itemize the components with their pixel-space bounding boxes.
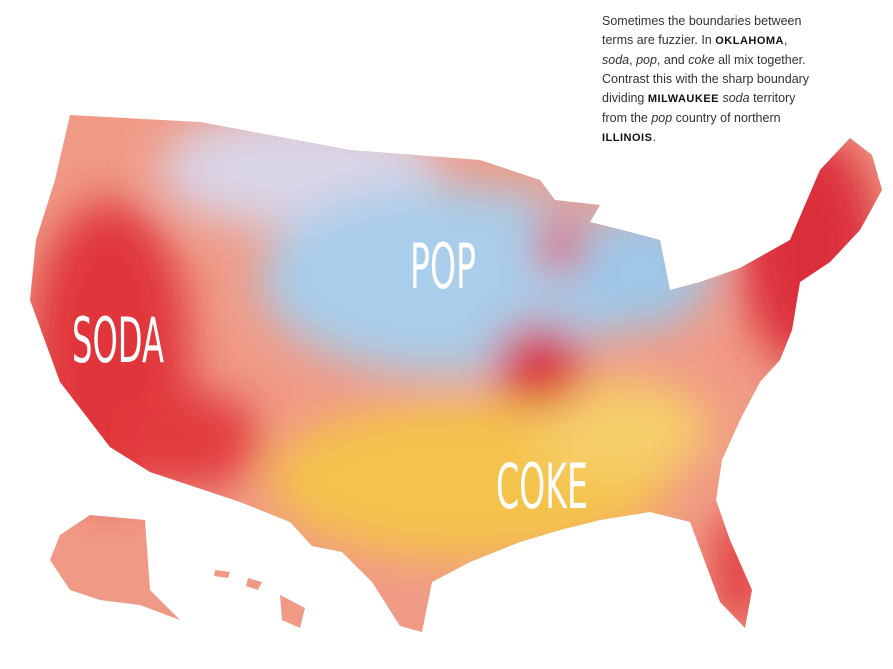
label-coke: COKE bbox=[496, 450, 588, 523]
text: ILLINOIS bbox=[602, 132, 653, 144]
text: coke bbox=[688, 53, 715, 67]
annotation: Sometimes the boundaries between terms a… bbox=[602, 12, 817, 148]
text: pop bbox=[636, 53, 657, 67]
text: country of northern bbox=[672, 111, 781, 125]
text: territory from the bbox=[602, 91, 796, 125]
text: soda bbox=[722, 91, 750, 105]
label-pop: POP bbox=[410, 230, 476, 303]
label-soda: SODA bbox=[72, 304, 164, 377]
text: OKLAHOMA bbox=[715, 35, 785, 47]
text: , bbox=[784, 33, 788, 47]
text: all mix together. Contrast this with the… bbox=[602, 53, 810, 105]
text: pop bbox=[651, 111, 673, 125]
text: MILWAUKEE bbox=[647, 93, 719, 105]
text: , bbox=[629, 53, 637, 67]
text: Sometimes the boundaries between terms a… bbox=[602, 14, 802, 47]
text: . bbox=[652, 130, 656, 144]
text: soda bbox=[602, 53, 630, 67]
text: , and bbox=[656, 53, 689, 67]
